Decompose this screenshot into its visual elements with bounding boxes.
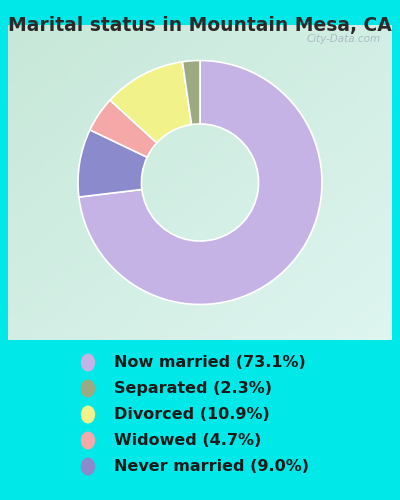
Wedge shape xyxy=(90,100,157,157)
Wedge shape xyxy=(110,62,192,143)
Wedge shape xyxy=(182,60,200,124)
Text: Never married (9.0%): Never married (9.0%) xyxy=(114,459,309,474)
Text: City-Data.com: City-Data.com xyxy=(306,34,380,44)
Text: Widowed (4.7%): Widowed (4.7%) xyxy=(114,433,261,448)
Text: Separated (2.3%): Separated (2.3%) xyxy=(114,381,272,396)
Wedge shape xyxy=(79,60,322,304)
Wedge shape xyxy=(78,130,147,197)
Text: Marital status in Mountain Mesa, CA: Marital status in Mountain Mesa, CA xyxy=(8,16,392,35)
Text: Divorced (10.9%): Divorced (10.9%) xyxy=(114,407,270,422)
Text: Now married (73.1%): Now married (73.1%) xyxy=(114,355,306,370)
